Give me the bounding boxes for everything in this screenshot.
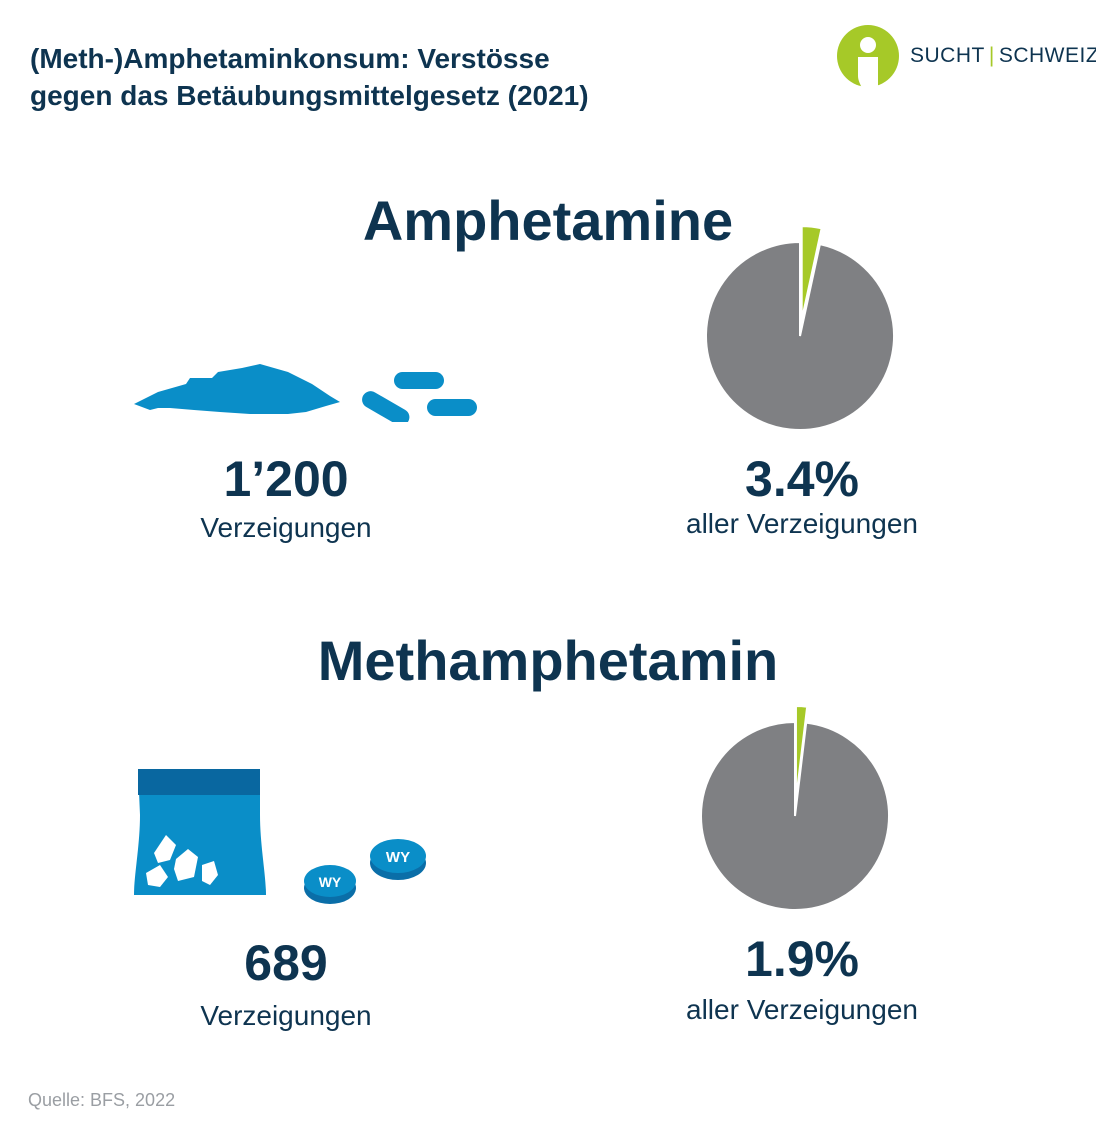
methamphetamin-count-value: 689 bbox=[244, 935, 328, 991]
section-heading-methamphetamin: Methamphetamin bbox=[317, 629, 779, 692]
title-line-1: (Meth-)Amphetaminkonsum: Verstösse bbox=[30, 43, 550, 74]
pie-slice-highlight bbox=[800, 225, 823, 321]
powder-and-pills-icon bbox=[134, 364, 477, 422]
title-line-2: gegen das Betäubungsmittelgesetz (2021) bbox=[30, 80, 589, 111]
amphetamine-percent-value: 3.4% bbox=[745, 451, 859, 507]
chart-title: (Meth-)Amphetaminkonsum: Verstösse gegen… bbox=[30, 40, 790, 114]
amphetamine-share-pie bbox=[705, 225, 895, 431]
logo-mark-icon bbox=[837, 25, 899, 88]
amphetamine-count-value: 1’200 bbox=[223, 451, 349, 507]
source-note: Quelle: BFS, 2022 bbox=[28, 1090, 176, 1110]
amphetamine-count-label: Verzeigungen bbox=[200, 512, 372, 543]
logo-wordmark: SUCHT | SCHWEIZ bbox=[910, 44, 1096, 68]
tablet-imprint-1: WY bbox=[319, 874, 342, 890]
amphetamine-percent-label: aller Verzeigungen bbox=[686, 508, 918, 539]
pie-slice-rest bbox=[705, 240, 895, 431]
methamphetamin-percent-label: aller Verzeigungen bbox=[686, 994, 918, 1025]
methamphetamin-count-label: Verzeigungen bbox=[200, 1000, 372, 1031]
methamphetamin-share-pie bbox=[700, 705, 890, 911]
sucht-schweiz-logo: SUCHT | SCHWEIZ bbox=[836, 24, 1096, 88]
logo-word-schweiz: SCHWEIZ bbox=[998, 44, 1096, 67]
logo-separator: | bbox=[988, 44, 995, 67]
pie-slice-rest bbox=[700, 720, 890, 911]
logo-word-sucht: SUCHT bbox=[910, 44, 985, 67]
tablet-imprint-2: WY bbox=[386, 849, 410, 866]
methamphetamin-percent-value: 1.9% bbox=[745, 931, 859, 987]
bag-and-tablets-icon: WY WY bbox=[134, 769, 426, 904]
section-heading-amphetamine: Amphetamine bbox=[362, 189, 734, 252]
